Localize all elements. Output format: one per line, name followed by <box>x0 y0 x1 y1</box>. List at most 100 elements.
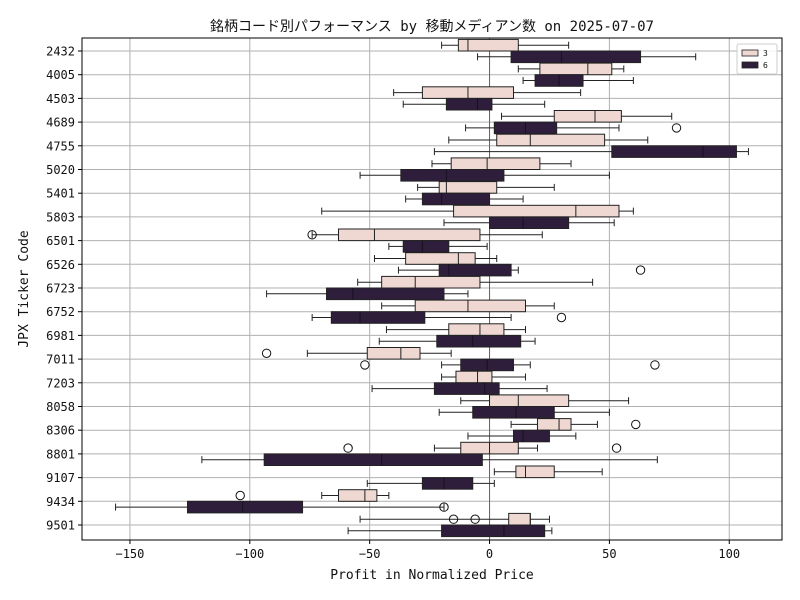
box-9501-series-6 <box>347 524 553 538</box>
y-tick-label: 4755 <box>46 139 75 153</box>
iqr-box <box>438 181 498 194</box>
outlier-point <box>671 123 682 133</box>
box-9434-series-6 <box>115 500 449 514</box>
x-tick-label: 50 <box>602 547 616 561</box>
outlier-point <box>439 502 449 512</box>
box-8801-series-3 <box>343 441 622 455</box>
x-tick-label: 0 <box>486 547 493 561</box>
box-4689-series-3 <box>501 110 673 123</box>
box-9434-series-3 <box>235 489 390 502</box>
y-tick-label: 4005 <box>46 68 75 82</box>
iqr-box <box>510 50 642 64</box>
legend-label: 6 <box>763 61 768 70</box>
outlier-point <box>343 443 353 453</box>
outlier-point <box>650 360 660 370</box>
box-4503-series-6 <box>402 97 546 111</box>
legend: 36 <box>736 43 778 75</box>
box-4689-series-6 <box>465 121 682 135</box>
tick-layer: −150 −100 −50 0 50 100 2432 4005 4503 4689 4755 502… <box>46 45 740 562</box>
x-tick-label: −50 <box>359 547 381 561</box>
iqr-box <box>421 477 474 490</box>
iqr-box <box>496 133 606 147</box>
outlier-point <box>470 514 480 524</box>
box-4005-series-3 <box>517 62 625 76</box>
iqr-box <box>263 453 483 466</box>
iqr-box <box>553 110 622 123</box>
y-axis-label: JPX Ticker Code <box>17 230 32 348</box>
box-8058-series-6 <box>438 406 610 419</box>
box-5020-series-6 <box>359 169 610 182</box>
y-tick-label: 5803 <box>46 210 75 224</box>
iqr-box <box>400 169 505 182</box>
iqr-box <box>489 394 570 407</box>
y-tick-label: 6981 <box>46 329 75 343</box>
box-6981-series-6 <box>378 334 536 348</box>
x-tick-label: −150 <box>115 547 144 561</box>
box-4755-series-6 <box>433 145 749 158</box>
iqr-box <box>402 240 450 253</box>
plot-frame <box>81 37 783 541</box>
iqr-box <box>536 418 572 431</box>
x-tick-label: −100 <box>235 547 264 561</box>
y-tick-label: 6526 <box>46 258 75 272</box>
iqr-box <box>539 62 613 76</box>
iqr-box <box>338 489 378 502</box>
y-tick-label: 8058 <box>46 400 75 414</box>
box-8306-series-6 <box>467 429 577 443</box>
outlier-point <box>307 230 317 240</box>
iqr-box <box>445 97 493 111</box>
box-4005-series-6 <box>522 74 634 87</box>
box-4755-series-3 <box>448 133 649 147</box>
y-tick-label: 9434 <box>46 495 75 509</box>
box-7011-series-3 <box>261 347 452 360</box>
box-5401-series-3 <box>417 181 555 194</box>
box-8801-series-6 <box>201 453 658 466</box>
iqr-box <box>436 334 522 348</box>
box-9107-series-6 <box>366 477 495 490</box>
outlier-point <box>448 514 459 524</box>
legend-swatch <box>741 49 759 57</box>
box-8306-series-3 <box>510 418 641 431</box>
box-5803-series-6 <box>443 216 615 229</box>
y-tick-label: 4503 <box>46 92 75 106</box>
iqr-box <box>455 370 493 384</box>
y-tick-label: 6752 <box>46 305 75 319</box>
y-tick-label: 6501 <box>46 234 75 248</box>
outlier-point <box>635 265 646 275</box>
y-tick-label: 7011 <box>46 353 75 367</box>
box-layer <box>115 38 749 538</box>
box-9501-series-3 <box>359 512 550 526</box>
y-tick-label: 9107 <box>46 471 75 485</box>
outlier-point <box>631 419 641 430</box>
iqr-box <box>611 145 737 158</box>
iqr-box <box>508 512 531 526</box>
outlier-point <box>261 348 272 358</box>
y-tick-label: 4689 <box>46 116 75 130</box>
box-2432-series-3 <box>441 38 570 52</box>
box-6752-series-6 <box>311 311 567 324</box>
iqr-box <box>405 252 476 265</box>
iqr-box <box>448 323 505 336</box>
outlier-point <box>235 490 245 501</box>
x-tick-label: 100 <box>718 547 740 561</box>
iqr-box <box>433 382 500 395</box>
iqr-box <box>489 216 570 229</box>
outlier-point <box>611 443 622 453</box>
y-tick-label: 5401 <box>46 187 75 201</box>
outlier-point <box>360 360 370 370</box>
iqr-box <box>450 157 541 170</box>
box-6752-series-3 <box>381 299 555 313</box>
iqr-box <box>453 204 620 218</box>
y-tick-label: 9501 <box>46 519 75 533</box>
legend-label: 3 <box>763 49 768 58</box>
legend-swatch <box>741 61 759 69</box>
iqr-box <box>381 275 481 289</box>
iqr-box <box>438 263 512 277</box>
y-tick-label: 6723 <box>46 282 75 296</box>
iqr-box <box>441 524 546 538</box>
iqr-box <box>515 465 555 479</box>
y-tick-label: 7203 <box>46 376 75 390</box>
x-axis-label: Profit in Normalized Price <box>330 568 534 583</box>
box-9107-series-3 <box>493 465 603 479</box>
